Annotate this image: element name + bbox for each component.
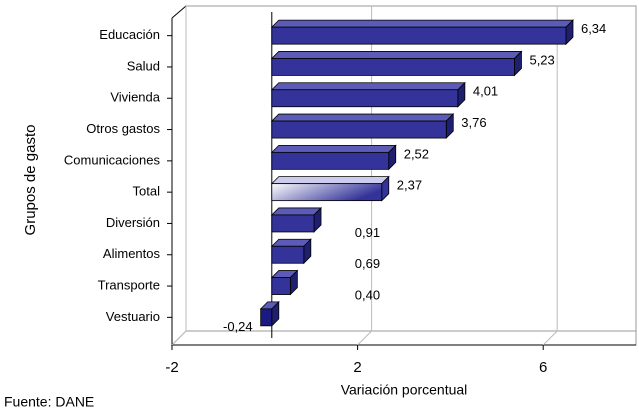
bar [270,269,299,296]
y-tick-label: Vivienda [110,90,160,105]
bar [270,175,390,202]
bar-front [271,245,305,264]
bar [270,50,523,77]
grid-line [542,6,558,346]
value-label: 0,91 [355,225,380,240]
bar-front [271,89,459,108]
bar-top [270,176,390,185]
bar [270,238,312,265]
bar-front [271,277,291,295]
bar [270,113,455,140]
bar-top [270,207,322,216]
value-label: 2,37 [397,178,422,193]
bar [270,144,397,171]
value-label: 4,01 [473,84,498,99]
y-tick-label: Educación [99,27,160,42]
bar [270,19,574,46]
bar-top [270,82,466,91]
x-axis-label: Variación porcentual [341,382,468,398]
bar-top [270,51,523,59]
value-label: 2,52 [404,146,429,161]
bar-front [271,120,447,139]
grid-line [171,6,187,346]
bar-front [271,58,515,76]
bar-front [260,308,273,327]
y-tick-label: Salud [127,58,160,73]
y-tick-label: Transporte [98,277,160,292]
y-tick-label: Vestuario [106,309,160,324]
bar-front [271,26,567,45]
y-tick-label: Total [133,184,161,199]
bar-front [271,151,390,170]
left-wall-edge [171,5,187,19]
value-label: 3,76 [461,115,486,130]
bar-top [270,19,574,28]
x-tick-label: 2 [353,359,361,376]
source: Fuente: DANE [4,394,94,410]
x-tick-label: -2 [165,359,178,376]
bar-top [270,113,455,122]
value-label: -0,24 [223,319,253,334]
value-label: 5,23 [529,52,554,67]
bar [270,81,466,108]
bar-front [271,183,383,202]
value-label: 6,34 [581,21,606,36]
value-label: 0,40 [355,287,380,302]
y-tick-label: Otros gastos [86,121,160,136]
bar-front [271,214,315,233]
y-tick-label: Alimentos [103,246,161,261]
y-tick-label: Comunicaciones [64,152,161,167]
bar [259,300,280,327]
value-label: 0,69 [355,256,380,271]
y-axis-label: Grupos de gasto [22,125,39,236]
bar [270,206,322,233]
x-tick-label: 6 [539,359,547,376]
y-tick-label: Diversión [106,215,160,230]
bar-top [270,144,397,153]
